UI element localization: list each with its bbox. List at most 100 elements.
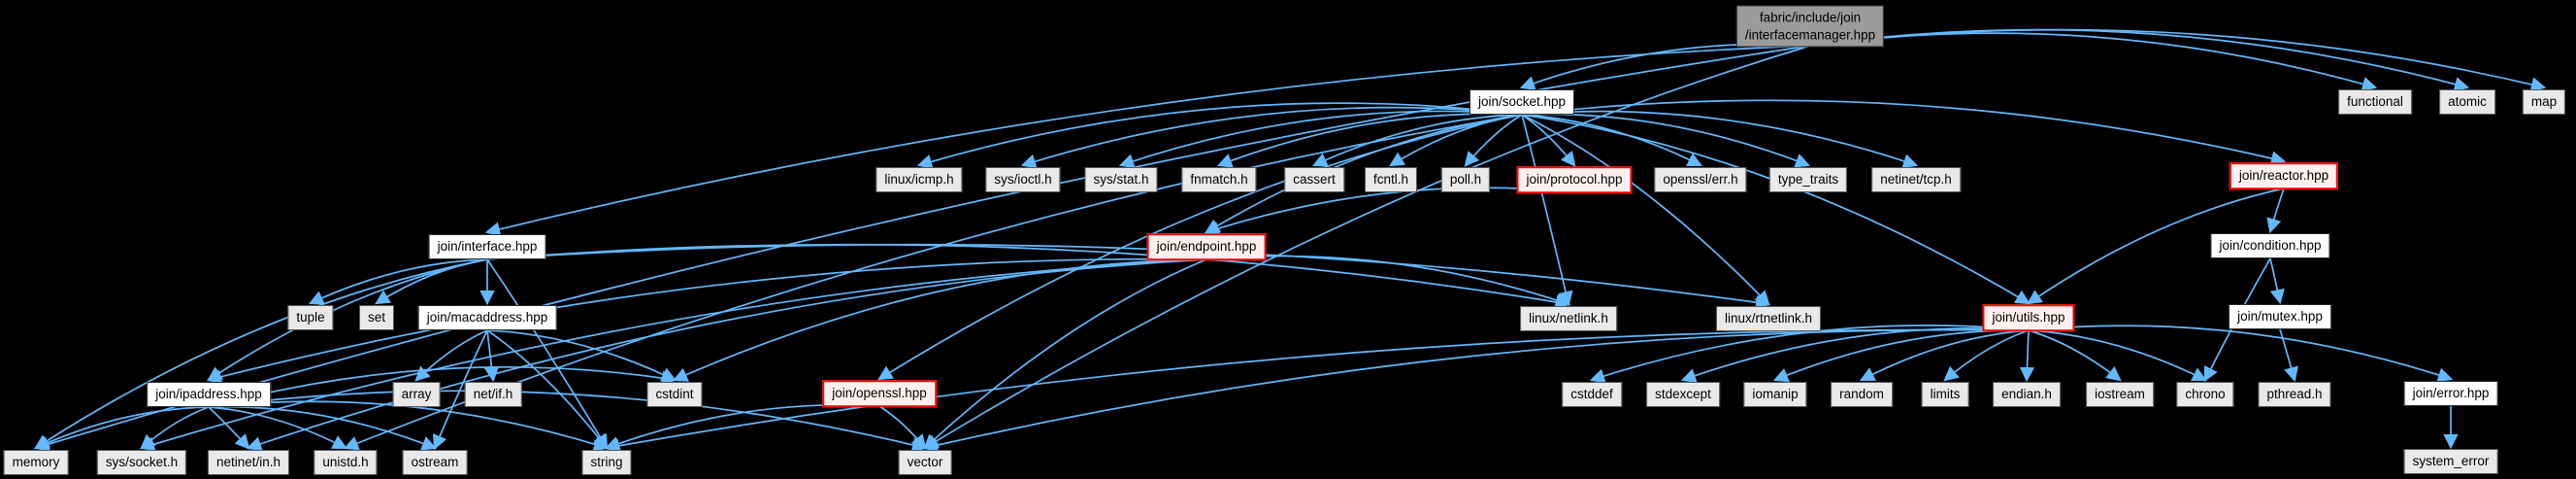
graph-node-netif: net/if.h bbox=[464, 382, 522, 407]
graph-node-endian: endian.h bbox=[1993, 382, 2061, 407]
graph-node-type_traits: type_traits bbox=[1768, 167, 1848, 192]
graph-node-ostream: ostream bbox=[402, 450, 468, 475]
graph-node-netlink: linux/netlink.h bbox=[1520, 306, 1617, 331]
edge-ipaddress-to-unistd bbox=[208, 406, 348, 450]
edge-socket-to-netlink bbox=[1521, 114, 1573, 307]
edge-socket-to-icmp bbox=[916, 102, 1523, 169]
edge-utils-to-endian bbox=[2019, 329, 2035, 383]
graph-node-sys_socket: sys/socket.h bbox=[96, 450, 187, 475]
graph-node-iostream: iostream bbox=[2086, 382, 2154, 407]
graph-node-tuple: tuple bbox=[287, 305, 334, 330]
graph-node-stdexcept: stdexcept bbox=[1646, 382, 1720, 407]
graph-node-cstddef: cstddef bbox=[1562, 382, 1622, 407]
edge-socket-to-stat bbox=[1118, 110, 1523, 169]
edge-endpoint-to-sys_socket bbox=[139, 258, 1207, 452]
graph-node-map: map bbox=[2522, 89, 2566, 115]
graph-node-poll: poll.h bbox=[1440, 167, 1491, 192]
edge-macaddress-to-string bbox=[486, 329, 609, 450]
graph-node-random: random bbox=[1831, 382, 1893, 407]
edge-socket-to-unistd bbox=[343, 114, 1523, 451]
edge-reactor-to-utils bbox=[2027, 188, 2285, 305]
graph-node-mutex[interactable]: join/mutex.hpp bbox=[2229, 304, 2331, 329]
edge-utils-to-iomanip bbox=[1772, 329, 2030, 383]
edge-utils-to-string bbox=[604, 328, 2030, 454]
edge-interface-to-netlink bbox=[486, 243, 1571, 310]
edge-interface-to-memory bbox=[34, 258, 488, 450]
graph-node-protocol[interactable]: join/protocol.hpp bbox=[1516, 166, 1633, 193]
graph-node-limits: limits bbox=[1921, 382, 1969, 407]
graph-node-set: set bbox=[358, 305, 395, 330]
edge-socket-to-fnmatch bbox=[1216, 113, 1523, 168]
edge-utils-to-limits bbox=[1943, 329, 2030, 382]
edge-ipaddress-to-sys_socket bbox=[140, 406, 210, 450]
graph-node-openssl[interactable]: join/openssl.hpp bbox=[822, 380, 937, 407]
graph-node-stat: sys/stat.h bbox=[1084, 167, 1158, 192]
graph-node-condition[interactable]: join/condition.hpp bbox=[2210, 233, 2330, 258]
edge-socket-to-reactor bbox=[1521, 99, 2287, 166]
edge-root-to-interface bbox=[484, 45, 1811, 237]
edge-socket-to-openssl bbox=[877, 114, 1523, 381]
graph-node-icmp: linux/icmp.h bbox=[875, 167, 963, 192]
edge-socket-to-ioctl bbox=[1020, 106, 1523, 169]
graph-node-rtnetlink: linux/rtnetlink.h bbox=[1715, 306, 1822, 331]
edge-root-to-atomic bbox=[1809, 28, 2470, 92]
edge-socket-to-tcp bbox=[1521, 110, 1919, 169]
edge-endpoint-to-cstdint bbox=[672, 258, 1207, 382]
edge-macaddress-to-netif bbox=[483, 329, 500, 383]
edge-ipaddress-to-memory bbox=[33, 406, 210, 450]
graph-node-memory: memory bbox=[3, 450, 69, 475]
edge-utils-to-random bbox=[1859, 329, 2030, 382]
graph-node-chrono: chrono bbox=[2176, 382, 2234, 407]
edge-utils-to-iostream bbox=[2028, 329, 2122, 382]
graph-node-ioctl: sys/ioctl.h bbox=[985, 167, 1061, 192]
graph-node-system_error: system_error bbox=[2403, 449, 2498, 474]
edge-socket-to-poll bbox=[1464, 114, 1523, 167]
graph-node-array: array bbox=[392, 382, 441, 407]
graph-node-reactor[interactable]: join/reactor.hpp bbox=[2229, 162, 2339, 189]
graph-node-pthread: pthread.h bbox=[2258, 382, 2331, 407]
graph-node-functional: functional bbox=[2338, 89, 2412, 115]
edge-ipaddress-to-vector bbox=[208, 390, 928, 453]
graph-node-atomic: atomic bbox=[2439, 89, 2495, 115]
edge-mutex-to-pthread bbox=[2279, 328, 2298, 383]
edge-macaddress-to-ostream bbox=[433, 329, 488, 451]
graph-node-cstdint: cstdint bbox=[646, 382, 703, 407]
edge-socket-to-protocol bbox=[1521, 114, 1576, 167]
graph-node-iomanip: iomanip bbox=[1743, 382, 1807, 407]
edge-reactor-to-condition bbox=[2266, 188, 2285, 234]
edge-utils-to-error bbox=[2028, 325, 2454, 383]
edge-interface-to-string bbox=[486, 258, 609, 450]
graph-node-socket[interactable]: join/socket.hpp bbox=[1469, 89, 1575, 115]
edge-root-to-socket bbox=[1519, 43, 1811, 90]
graph-node-ipaddress[interactable]: join/ipaddress.hpp bbox=[147, 382, 271, 407]
edge-socket-to-cassert bbox=[1311, 114, 1523, 167]
edge-interface-to-rtnetlink bbox=[486, 243, 1771, 310]
graph-node-tcp: netinet/tcp.h bbox=[1871, 167, 1961, 192]
edge-root-to-functional bbox=[1809, 32, 2378, 91]
edge-endpoint-to-vector bbox=[923, 258, 1207, 450]
edge-socket-to-opensslerr bbox=[1521, 114, 1703, 167]
graph-node-error[interactable]: join/error.hpp bbox=[2403, 381, 2498, 406]
edge-interface-to-ipaddress bbox=[207, 258, 488, 382]
edge-root-to-map bbox=[1809, 28, 2547, 92]
graph-node-macaddress[interactable]: join/macaddress.hpp bbox=[417, 305, 557, 330]
edge-openssl-to-vector bbox=[878, 405, 927, 450]
graph-node-interface[interactable]: join/interface.hpp bbox=[428, 234, 546, 259]
graph-node-string: string bbox=[581, 450, 632, 475]
graph-node-endpoint[interactable]: join/endpoint.hpp bbox=[1146, 233, 1267, 260]
graph-root-node-root: fabric/include/join /interfacemanager.hp… bbox=[1735, 5, 1885, 48]
edge-interface-to-tuple bbox=[308, 258, 488, 305]
edge-utils-to-chrono bbox=[2028, 329, 2208, 382]
edge-ipaddress-to-cstdint bbox=[208, 365, 677, 408]
edge-macaddress-to-array bbox=[414, 329, 488, 382]
edge-macaddress-to-cstdint bbox=[486, 329, 677, 382]
edge-utils-to-vector bbox=[922, 328, 2030, 453]
graph-node-netinet_in: netinet/in.h bbox=[207, 450, 290, 475]
edge-protocol-to-endpoint bbox=[1204, 187, 1575, 236]
graph-node-utils[interactable]: join/utils.hpp bbox=[1982, 304, 2075, 331]
edge-root-to-vector bbox=[923, 45, 1811, 450]
edge-ipaddress-to-netinet_in bbox=[208, 406, 250, 450]
edge-endpoint-to-ipaddress bbox=[206, 257, 1207, 385]
